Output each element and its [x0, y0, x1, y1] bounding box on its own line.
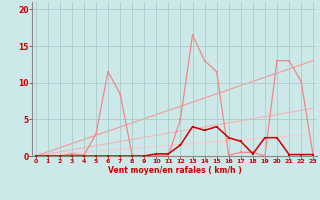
X-axis label: Vent moyen/en rafales ( km/h ): Vent moyen/en rafales ( km/h ): [108, 166, 241, 175]
